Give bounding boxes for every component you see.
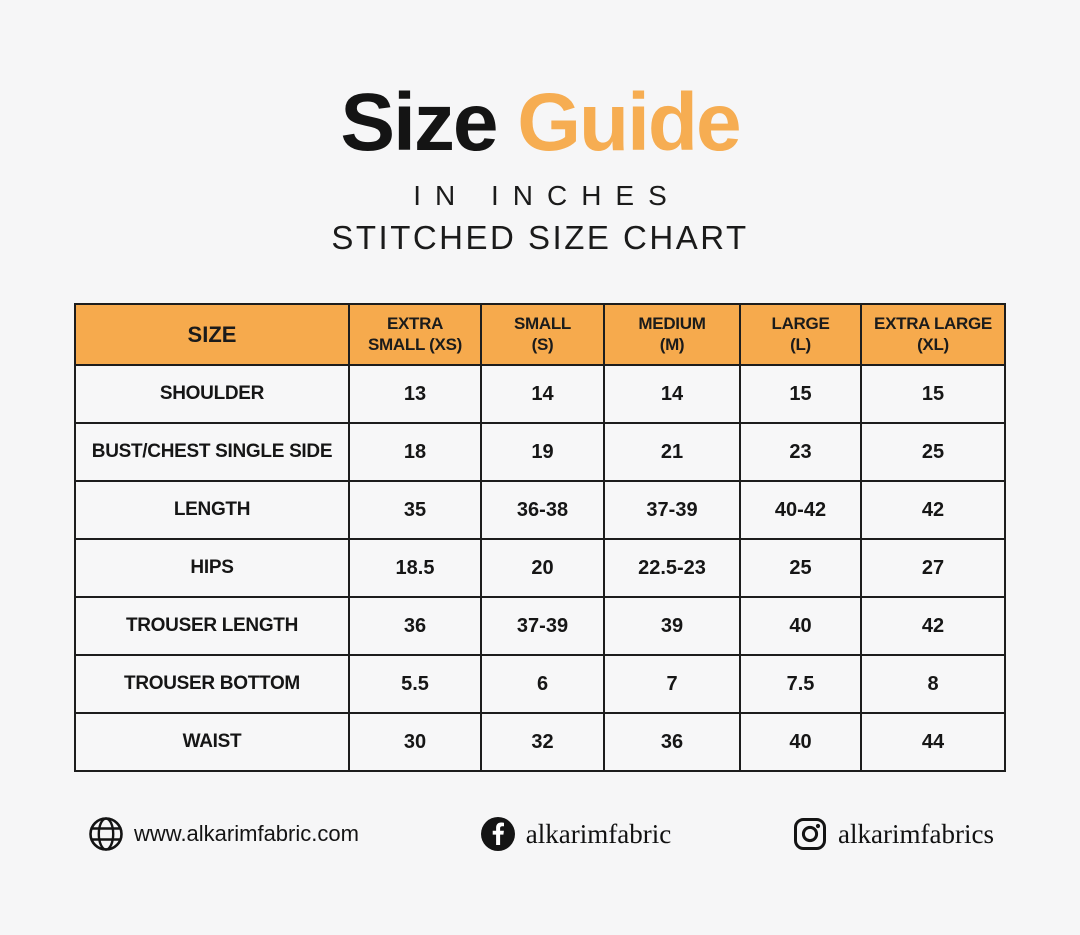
column-header-3: MEDIUM (M) bbox=[603, 303, 741, 366]
size-value: 18.5 bbox=[348, 538, 482, 598]
facebook-icon bbox=[480, 816, 516, 852]
website-url: www.alkarimfabric.com bbox=[134, 821, 359, 846]
title-guide: Guide bbox=[517, 77, 741, 168]
size-value: 36 bbox=[603, 712, 741, 772]
table-row-4: TROUSER LENGTH 36 37-39 39 40 42 bbox=[74, 596, 1006, 656]
table-row-1: BUST/CHEST SINGLE SIDE 18 19 21 23 25 bbox=[74, 422, 1006, 482]
column-header-line: SMALL (XS) bbox=[368, 334, 462, 354]
size-value: 44 bbox=[860, 712, 1006, 772]
column-header-line: (S) bbox=[531, 334, 554, 354]
table-row-2: LENGTH 35 36-38 37-39 40-42 42 bbox=[74, 480, 1006, 540]
size-value: 30 bbox=[348, 712, 482, 772]
size-value: 40 bbox=[739, 712, 862, 772]
column-header-line: (M) bbox=[659, 334, 685, 354]
size-value: 14 bbox=[480, 364, 605, 424]
size-value: 25 bbox=[860, 422, 1006, 482]
size-value: 18 bbox=[348, 422, 482, 482]
table-row-3: HIPS 18.5 20 22.5-23 25 27 bbox=[74, 538, 1006, 598]
size-value: 7.5 bbox=[739, 654, 862, 714]
size-value: 42 bbox=[860, 596, 1006, 656]
column-header-5: EXTRA LARGE (XL) bbox=[860, 303, 1006, 366]
size-value: 35 bbox=[348, 480, 482, 540]
size-value: 23 bbox=[739, 422, 862, 482]
table-row-6: WAIST 30 32 36 40 44 bbox=[74, 712, 1006, 772]
column-header-line: (L) bbox=[790, 334, 811, 354]
header-block: Size Guide IN INCHES STITCHED SIZE CHART bbox=[0, 0, 1080, 257]
size-value: 27 bbox=[860, 538, 1006, 598]
footer-instagram: alkarimfabrics bbox=[792, 816, 994, 852]
table-head: SIZE EXTRA SMALL (XS) SMALL (S) MEDIUM (M) LARG… bbox=[74, 303, 1006, 366]
size-value: 36 bbox=[348, 596, 482, 656]
size-value: 13 bbox=[348, 364, 482, 424]
row-label: HIPS bbox=[74, 538, 350, 598]
size-value: 19 bbox=[480, 422, 605, 482]
size-value: 15 bbox=[860, 364, 1006, 424]
size-value: 42 bbox=[860, 480, 1006, 540]
size-value: 22.5-23 bbox=[603, 538, 741, 598]
column-header-line: SIZE bbox=[187, 321, 237, 347]
size-value: 15 bbox=[739, 364, 862, 424]
size-value: 6 bbox=[480, 654, 605, 714]
footer-facebook: alkarimfabric bbox=[480, 816, 671, 852]
size-value: 37-39 bbox=[480, 596, 605, 656]
row-label: TROUSER BOTTOM bbox=[74, 654, 350, 714]
size-value: 20 bbox=[480, 538, 605, 598]
row-label: TROUSER LENGTH bbox=[74, 596, 350, 656]
footer-website: www.alkarimfabric.com bbox=[88, 816, 359, 852]
subtitle-chart: STITCHED SIZE CHART bbox=[331, 219, 749, 256]
size-value: 40-42 bbox=[739, 480, 862, 540]
table-row-0: SHOULDER 13 14 14 15 15 bbox=[74, 364, 1006, 424]
size-value: 7 bbox=[603, 654, 741, 714]
instagram-icon bbox=[792, 816, 828, 852]
column-header-line: LARGE bbox=[771, 314, 830, 334]
size-value: 8 bbox=[860, 654, 1006, 714]
table-row-5: TROUSER BOTTOM 5.5 6 7 7.5 8 bbox=[74, 654, 1006, 714]
instagram-handle: alkarimfabrics bbox=[838, 818, 994, 849]
subtitle-units: IN INCHES bbox=[413, 180, 681, 211]
size-value: 21 bbox=[603, 422, 741, 482]
size-value: 40 bbox=[739, 596, 862, 656]
size-value: 5.5 bbox=[348, 654, 482, 714]
row-label: SHOULDER bbox=[74, 364, 350, 424]
column-header-line: EXTRA bbox=[386, 314, 444, 334]
size-value: 36-38 bbox=[480, 480, 605, 540]
size-value: 25 bbox=[739, 538, 862, 598]
size-value: 37-39 bbox=[603, 480, 741, 540]
column-header-line: MEDIUM bbox=[638, 314, 706, 334]
size-table: SIZE EXTRA SMALL (XS) SMALL (S) MEDIUM (M) LARG… bbox=[74, 303, 1006, 772]
row-label: LENGTH bbox=[74, 480, 350, 540]
size-value: 32 bbox=[480, 712, 605, 772]
size-value: 39 bbox=[603, 596, 741, 656]
row-label: WAIST bbox=[74, 712, 350, 772]
globe-icon bbox=[88, 816, 124, 852]
column-header-2: SMALL (S) bbox=[480, 303, 605, 366]
column-header-line: (XL) bbox=[917, 334, 949, 354]
row-label: BUST/CHEST SINGLE SIDE bbox=[74, 422, 350, 482]
footer: www.alkarimfabric.com alkarimfabric alka… bbox=[0, 816, 1080, 852]
column-header-line: EXTRA LARGE bbox=[874, 314, 992, 334]
column-header-line: SMALL bbox=[513, 314, 572, 334]
column-header-1: EXTRA SMALL (XS) bbox=[348, 303, 482, 366]
size-value: 14 bbox=[603, 364, 741, 424]
column-header-0: SIZE bbox=[74, 303, 350, 366]
table-body: SHOULDER 13 14 14 15 15 BUST/CHEST SINGLE SIDE… bbox=[74, 364, 1006, 772]
column-header-4: LARGE (L) bbox=[739, 303, 862, 366]
facebook-handle: alkarimfabric bbox=[525, 818, 672, 849]
page-title: Size Guide bbox=[0, 82, 1080, 164]
title-size: Size bbox=[340, 77, 498, 168]
table-header-row: SIZE EXTRA SMALL (XS) SMALL (S) MEDIUM (M) LARG… bbox=[74, 303, 1006, 366]
